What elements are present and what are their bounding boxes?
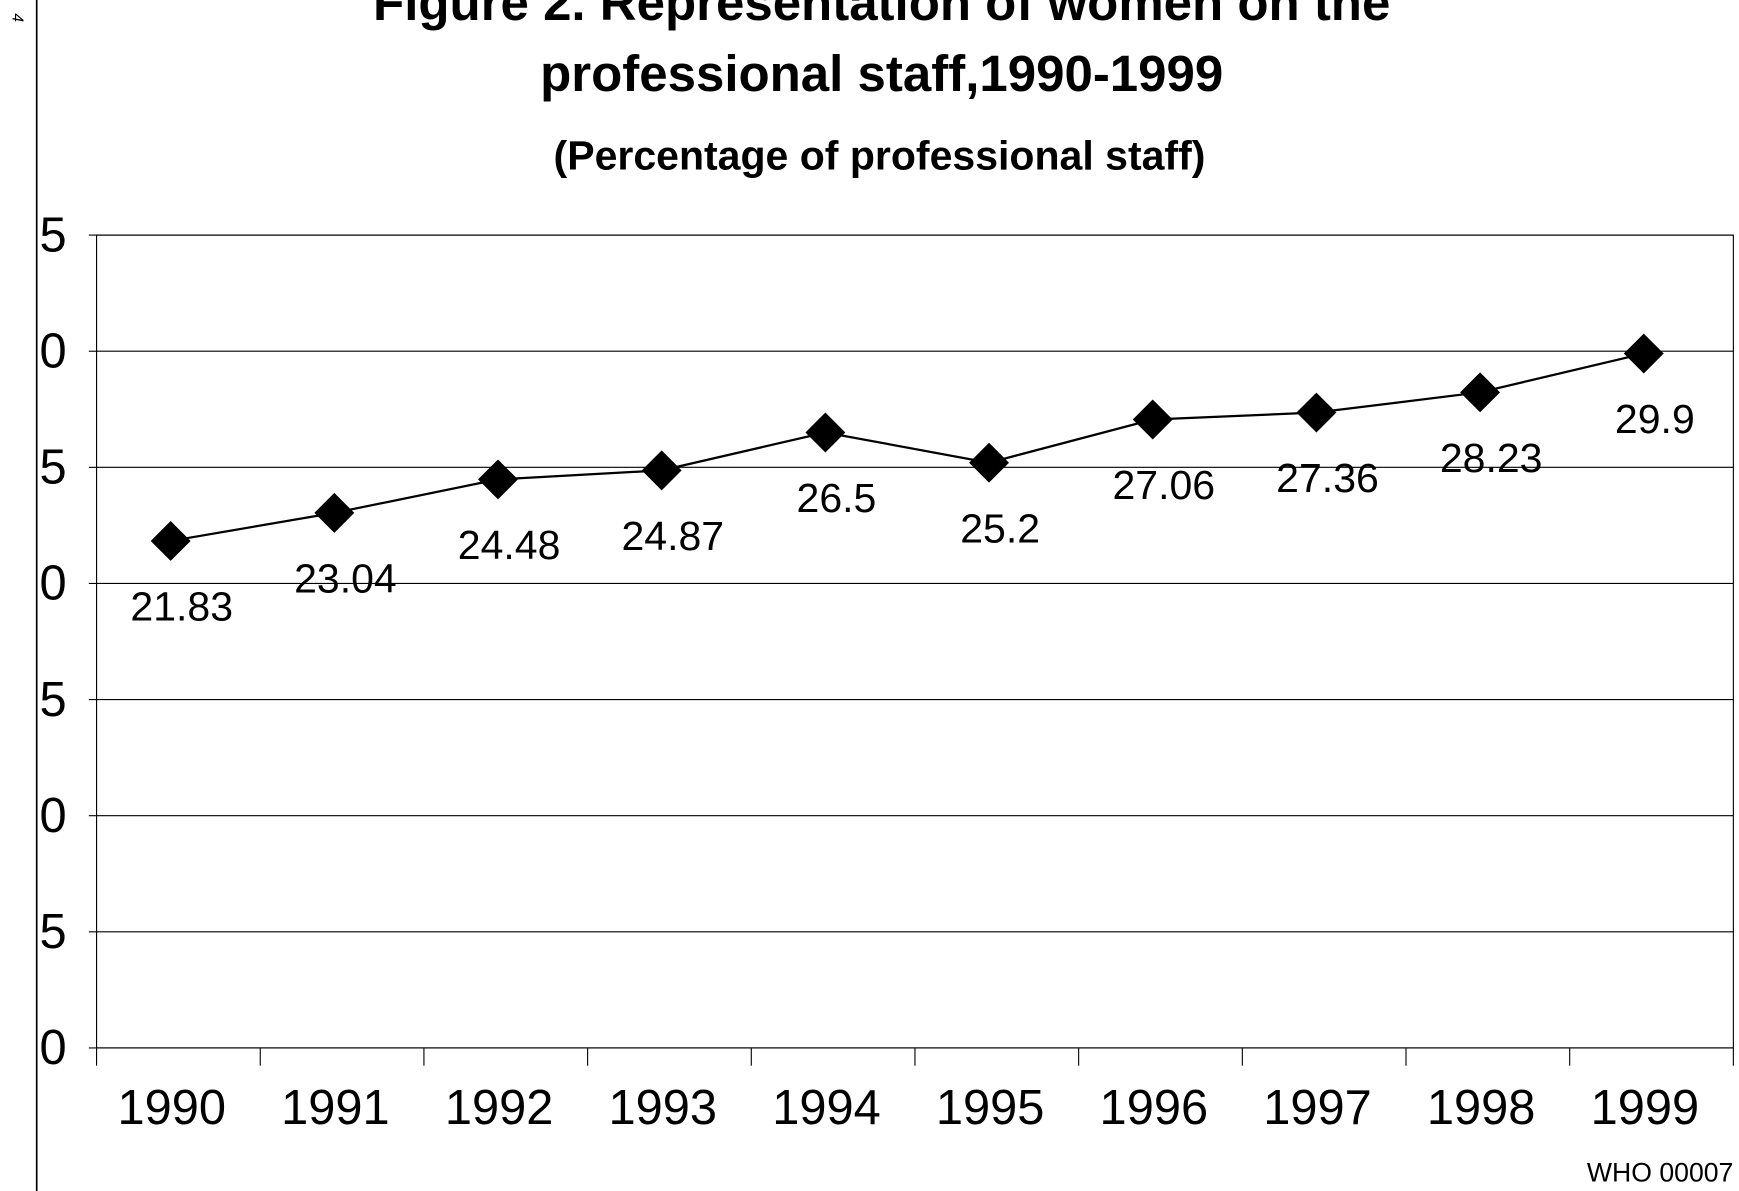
data-point <box>641 450 682 491</box>
y-tick-label: 0 <box>39 1021 66 1075</box>
data-label: 26.5 <box>797 475 877 521</box>
x-tick-label: 1999 <box>1591 1081 1700 1135</box>
data-point <box>1296 392 1337 433</box>
y-tick-label: 0 <box>39 557 66 611</box>
data-point <box>314 492 355 533</box>
data-label: 29.9 <box>1615 396 1695 442</box>
data-point <box>1623 333 1664 374</box>
data-label: 21.83 <box>130 584 233 630</box>
y-tick-label: 0 <box>39 324 66 378</box>
page-number: 4 <box>9 13 26 22</box>
data-line <box>170 352 1645 543</box>
data-label: 24.87 <box>621 513 724 559</box>
plot-frame <box>96 234 1734 1049</box>
x-tick-label: 1993 <box>609 1081 718 1135</box>
chart-title: Figure 2. Representation of women on the <box>373 0 1390 31</box>
y-tick-label: 5 <box>39 905 66 959</box>
data-point <box>478 459 518 500</box>
data-label: 27.36 <box>1276 455 1379 501</box>
y-tick-label: 5 <box>39 673 66 727</box>
chart-subtitle: (Percentage of professional staff) <box>554 132 1206 178</box>
data-label: 27.06 <box>1112 462 1215 508</box>
data-point <box>1132 399 1173 440</box>
x-tick-label: 1990 <box>117 1081 226 1135</box>
x-tick-label: 1998 <box>1427 1081 1536 1135</box>
data-label: 28.23 <box>1440 435 1543 481</box>
data-label: 23.04 <box>294 555 397 601</box>
y-tick-label: 0 <box>39 789 66 843</box>
y-tick-label: 5 <box>39 441 66 495</box>
x-tick-label: 1996 <box>1100 1081 1209 1135</box>
data-point <box>969 442 1010 483</box>
x-tick-label: 1994 <box>772 1081 881 1135</box>
x-tick-label: 1992 <box>445 1081 554 1135</box>
data-label: 25.2 <box>960 505 1040 551</box>
source-note: WHO 00007 <box>1587 1157 1733 1187</box>
data-point <box>805 412 846 453</box>
y-tick-label: 5 <box>39 208 66 262</box>
chart-title: professional staff,1990-1999 <box>540 45 1223 102</box>
x-tick-label: 1991 <box>281 1081 390 1135</box>
data-point <box>150 520 191 561</box>
data-point <box>1460 372 1501 413</box>
x-tick-label: 1995 <box>936 1081 1045 1135</box>
x-tick-label: 1997 <box>1263 1081 1372 1135</box>
data-label: 24.48 <box>458 522 561 568</box>
